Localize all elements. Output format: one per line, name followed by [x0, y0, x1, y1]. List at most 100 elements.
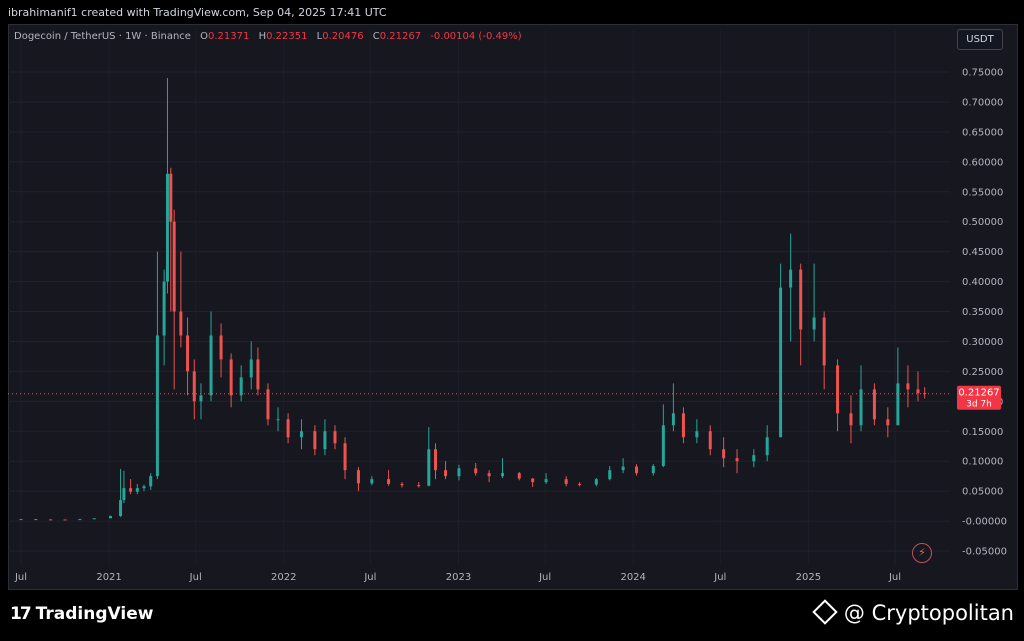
high-label: H	[258, 31, 267, 42]
candle-body	[872, 389, 876, 420]
candle-body	[779, 287, 783, 438]
y-tick-label: 0.50000	[962, 217, 1003, 228]
watermark-text: @ Cryptopolitan	[843, 601, 1014, 625]
candle-body	[333, 431, 337, 444]
candle-body	[735, 458, 739, 462]
candle-body	[651, 465, 655, 474]
candle	[822, 311, 826, 390]
candle-body	[199, 395, 203, 402]
candle	[142, 484, 146, 492]
candle-body	[149, 476, 153, 487]
candle	[427, 427, 431, 487]
candle-body	[239, 377, 243, 396]
candle-body	[859, 389, 863, 426]
candle-body	[122, 488, 126, 501]
candle	[517, 471, 521, 481]
candle	[276, 407, 280, 432]
candle-body	[135, 488, 139, 492]
candle-body	[822, 317, 826, 366]
candle	[906, 365, 910, 408]
candle	[162, 269, 166, 366]
candle-body	[219, 335, 223, 360]
candle-body	[517, 473, 521, 479]
candle-body	[356, 470, 360, 484]
y-tick-label: 0.65000	[962, 127, 1003, 138]
candle-body	[531, 478, 535, 483]
candle-body	[276, 419, 280, 421]
y-tick-label: 0.40000	[962, 277, 1003, 288]
candle-body	[142, 486, 146, 489]
candle-body	[765, 437, 769, 456]
lightning-icon[interactable]: ⚡	[912, 543, 932, 563]
candle	[49, 519, 53, 521]
candle-body	[457, 468, 461, 477]
candle-body	[179, 311, 183, 336]
candle-body	[172, 221, 176, 312]
candle	[343, 437, 347, 480]
binance-diamond-icon	[812, 599, 838, 625]
candle	[370, 476, 374, 486]
candle	[812, 263, 816, 342]
price-tag	[957, 385, 1001, 410]
price-tag-countdown: 3d 7h	[966, 400, 992, 410]
candle	[434, 443, 438, 480]
candle-body	[474, 468, 478, 474]
low-value: 0.20476	[322, 31, 364, 42]
chart-panel[interactable]	[8, 24, 1018, 590]
y-tick-label: 0.75000	[962, 68, 1003, 79]
candle	[681, 407, 685, 444]
candle	[323, 419, 327, 456]
candle-body	[370, 479, 374, 484]
candle	[192, 359, 196, 420]
candle-body	[119, 500, 123, 516]
candle	[789, 233, 793, 342]
candle-body	[323, 431, 327, 450]
candle	[635, 464, 639, 476]
y-tick-label: 0.30000	[962, 337, 1003, 348]
candle	[172, 209, 176, 390]
candle	[333, 425, 337, 450]
candle-body	[162, 281, 166, 336]
candle-body	[544, 479, 548, 483]
candle	[916, 371, 920, 402]
candle	[122, 470, 126, 504]
candle-body	[836, 365, 840, 414]
candle-body	[209, 335, 213, 396]
x-tick-label: Jul	[888, 572, 901, 583]
candle	[135, 483, 139, 495]
x-tick-label: Jul	[363, 572, 376, 583]
candle	[836, 359, 840, 432]
candle-body	[812, 317, 816, 330]
candle-body	[109, 515, 113, 519]
candle	[651, 464, 655, 476]
candle-body	[192, 371, 196, 402]
candle-body	[229, 359, 233, 396]
candle	[671, 383, 675, 432]
y-tick-label: 0.55000	[962, 187, 1003, 198]
candle	[387, 470, 391, 486]
candle	[859, 365, 863, 432]
price-tag-value: 0.21267	[958, 388, 999, 399]
close-value: 0.21267	[379, 31, 422, 42]
candle	[34, 518, 38, 521]
candle-body	[695, 431, 699, 438]
candle	[578, 482, 582, 487]
candle-body	[564, 479, 568, 484]
candle	[109, 515, 113, 519]
candle	[417, 482, 421, 488]
candle-body	[916, 389, 920, 394]
currency-button[interactable]: USDT	[957, 29, 1003, 50]
candle	[752, 449, 756, 468]
x-tick-label: 2023	[446, 572, 471, 583]
candle	[799, 263, 803, 366]
open-label: O	[200, 31, 209, 42]
candle-body	[186, 335, 190, 372]
candle-body	[427, 449, 431, 486]
candle	[708, 425, 712, 456]
candle-body	[34, 519, 38, 521]
close-label: C	[372, 31, 380, 42]
candle-body	[299, 431, 303, 438]
x-tick-label: Jul	[713, 572, 726, 583]
candle-body	[266, 389, 270, 420]
